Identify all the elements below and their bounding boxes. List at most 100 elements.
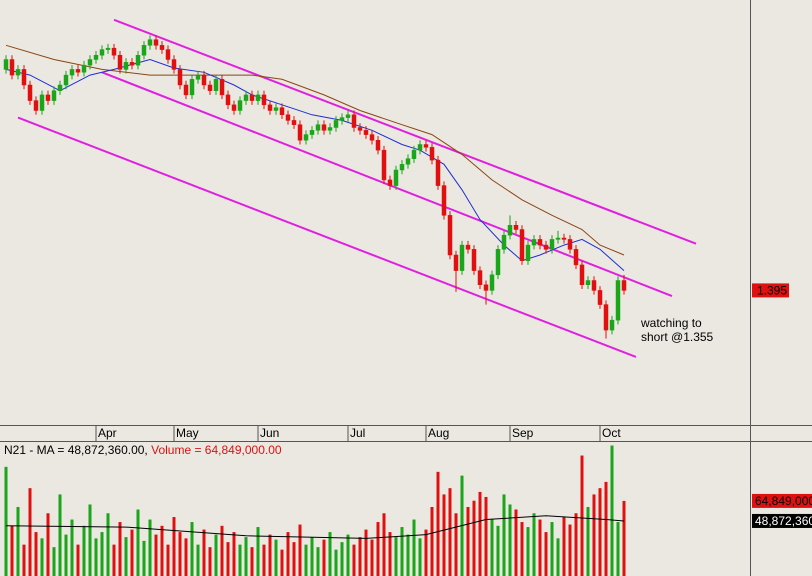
candle-body [123, 62, 129, 70]
candle-body [405, 158, 411, 165]
candle-body [267, 104, 273, 111]
candle-body [213, 79, 219, 91]
volume-bar [526, 527, 530, 576]
candle-body [291, 120, 297, 125]
moving-average [5, 44, 625, 256]
x-tick-label: Sep [512, 426, 534, 440]
volume-bar [364, 529, 368, 576]
volume-bar [130, 529, 134, 576]
volume-bar [34, 532, 38, 576]
candle-body [93, 55, 99, 60]
volume-bar [184, 538, 188, 576]
candle-body [27, 84, 33, 101]
volume-bar [568, 524, 572, 576]
candle-body [231, 104, 237, 111]
candle-body [507, 225, 513, 236]
volume-bar [340, 542, 344, 576]
volume-bar [208, 547, 212, 576]
volume-bar [256, 527, 260, 576]
volume-bar [586, 506, 590, 576]
volume-bar [544, 532, 548, 576]
candle-body [459, 244, 465, 271]
candle-body [387, 179, 393, 186]
x-tick-label: Jun [260, 426, 279, 440]
candle-body [465, 244, 471, 250]
volume-bar [424, 529, 428, 576]
candle-body [423, 144, 429, 148]
volume-bar [178, 532, 182, 576]
volume-bar [388, 532, 392, 576]
candle-body [579, 264, 585, 285]
candle-body [219, 79, 225, 96]
candle-body [495, 249, 501, 276]
candle-body [111, 47, 117, 56]
volume-bar [562, 517, 566, 576]
volume-bar [160, 525, 164, 576]
candle-body [117, 55, 123, 70]
volume-bar [370, 539, 374, 576]
price-marker-label: 1.395 [757, 284, 787, 298]
candle-body [21, 69, 27, 86]
volume-bar [232, 532, 236, 576]
volume-bar [238, 544, 242, 576]
volume-bar [52, 547, 56, 576]
candle-body [357, 127, 363, 131]
candle-body [561, 237, 567, 240]
volume-bar [400, 527, 404, 576]
candle-body [183, 84, 189, 96]
candle-body [519, 229, 525, 261]
volume-bar [280, 549, 284, 576]
candle-body [351, 114, 357, 128]
volume-bar [454, 513, 458, 576]
candle-body [471, 249, 477, 271]
volume-bar [502, 494, 506, 576]
candle-body [39, 94, 45, 111]
volume-bar [304, 544, 308, 576]
candle-body [447, 215, 453, 256]
candle-body [621, 280, 627, 291]
volume-bar [112, 544, 116, 576]
volume-bar [484, 496, 488, 576]
volume-bar [274, 539, 278, 576]
volume-bar [496, 525, 500, 576]
candle-body [333, 120, 339, 128]
volume-bar [58, 494, 62, 576]
volume-bar [322, 539, 326, 576]
volume-bar [46, 513, 50, 576]
candle-body [69, 69, 75, 76]
candle-body [9, 59, 15, 76]
volume-bar [604, 481, 608, 576]
candle-body [483, 284, 489, 291]
candle-body [555, 237, 561, 240]
volume-bar [40, 538, 44, 576]
volume-bar [592, 494, 596, 576]
candle-body [45, 94, 51, 101]
volume-bar [412, 519, 416, 576]
candle-body [489, 274, 495, 291]
volume-bar [574, 513, 578, 576]
candle-body [33, 100, 39, 111]
candle-body [477, 270, 483, 286]
candle-body [615, 280, 621, 321]
candle-body [153, 39, 159, 46]
candle-body [261, 94, 267, 106]
trendline [113, 18, 697, 245]
candle-body [273, 107, 279, 111]
candle-body [297, 124, 303, 141]
candle-body [591, 280, 597, 291]
candle-body [105, 47, 111, 50]
candle-body [399, 164, 405, 171]
candle-body [513, 225, 519, 230]
volume-bar [316, 547, 320, 576]
volume-bar [22, 544, 26, 576]
volume-bar [214, 534, 218, 576]
volume-bar [106, 513, 110, 576]
candle-body [327, 127, 333, 131]
volume-bar [406, 534, 410, 576]
volume-bar [580, 455, 584, 576]
volume-bar [88, 504, 92, 576]
candle-body [501, 234, 507, 250]
candle-body [417, 144, 423, 151]
volume-bar [448, 488, 452, 576]
